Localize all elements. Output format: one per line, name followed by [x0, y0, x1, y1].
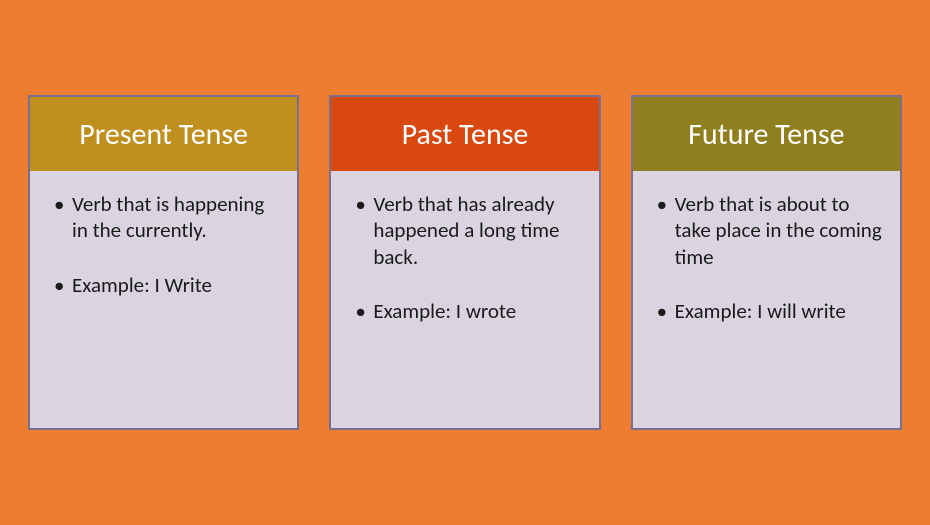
card-header: Past Tense [331, 97, 598, 171]
card-header: Future Tense [633, 97, 900, 171]
card-description: Verb that has already happened a long ti… [359, 191, 580, 270]
card-body: Verb that is happening in the currently.… [30, 171, 297, 428]
card-example: Example: I Write [58, 272, 279, 298]
card-example: Example: I wrote [359, 298, 580, 324]
card-header: Present Tense [30, 97, 297, 171]
card-body: Verb that is about to take place in the … [633, 171, 900, 428]
card-description: Verb that is about to take place in the … [661, 191, 882, 270]
card-title: Present Tense [79, 116, 248, 153]
card-present-tense: Present Tense Verb that is happening in … [28, 95, 299, 430]
tense-slide: Present Tense Verb that is happening in … [0, 0, 930, 525]
card-future-tense: Future Tense Verb that is about to take … [631, 95, 902, 430]
card-title: Past Tense [402, 116, 529, 153]
card-body: Verb that has already happened a long ti… [331, 171, 598, 428]
card-title: Future Tense [688, 116, 844, 153]
card-description: Verb that is happening in the currently. [58, 191, 279, 244]
card-past-tense: Past Tense Verb that has already happene… [329, 95, 600, 430]
card-example: Example: I will write [661, 298, 882, 324]
